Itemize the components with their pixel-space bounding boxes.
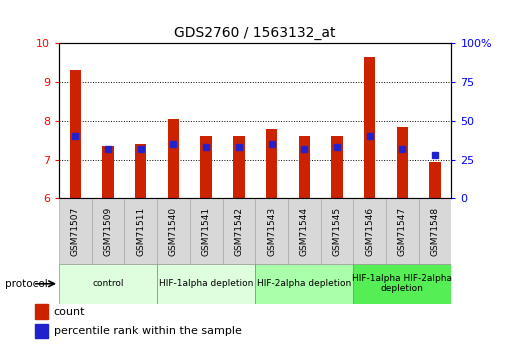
Text: percentile rank within the sample: percentile rank within the sample xyxy=(54,326,242,336)
Text: GSM71548: GSM71548 xyxy=(430,207,440,256)
Bar xyxy=(135,144,147,198)
Text: protocol: protocol xyxy=(5,279,48,289)
Bar xyxy=(59,198,92,264)
Bar xyxy=(429,161,441,198)
Bar xyxy=(299,136,310,198)
Text: HIF-1alpha HIF-2alpha
depletion: HIF-1alpha HIF-2alpha depletion xyxy=(352,274,452,294)
Bar xyxy=(321,198,353,264)
Bar xyxy=(59,264,157,304)
Bar xyxy=(233,136,245,198)
Text: count: count xyxy=(54,307,85,317)
Text: control: control xyxy=(92,279,124,288)
Text: GSM71540: GSM71540 xyxy=(169,207,178,256)
Bar xyxy=(124,198,157,264)
Bar xyxy=(190,198,223,264)
Text: GDS2760 / 1563132_at: GDS2760 / 1563132_at xyxy=(174,26,336,40)
Bar xyxy=(353,264,451,304)
Text: HIF-2alpha depletion: HIF-2alpha depletion xyxy=(257,279,351,288)
Bar xyxy=(201,136,212,198)
Text: GSM71507: GSM71507 xyxy=(71,207,80,256)
Text: GSM71511: GSM71511 xyxy=(136,207,145,256)
Bar xyxy=(70,70,81,198)
Text: GSM71542: GSM71542 xyxy=(234,207,243,256)
Bar xyxy=(157,264,255,304)
Text: GSM71543: GSM71543 xyxy=(267,207,276,256)
Text: GSM71545: GSM71545 xyxy=(332,207,342,256)
Text: GSM71544: GSM71544 xyxy=(300,207,309,256)
Bar xyxy=(331,136,343,198)
Bar xyxy=(266,128,278,198)
Bar xyxy=(288,198,321,264)
Text: GSM71541: GSM71541 xyxy=(202,207,211,256)
Bar xyxy=(353,198,386,264)
Bar xyxy=(168,119,179,198)
Bar xyxy=(92,198,125,264)
Bar xyxy=(419,198,451,264)
Bar xyxy=(397,127,408,198)
Text: GSM71547: GSM71547 xyxy=(398,207,407,256)
Bar xyxy=(223,198,255,264)
Text: GSM71509: GSM71509 xyxy=(104,207,112,256)
Bar xyxy=(102,146,114,198)
Bar xyxy=(255,264,353,304)
Bar xyxy=(35,324,48,338)
Text: HIF-1alpha depletion: HIF-1alpha depletion xyxy=(159,279,253,288)
Bar xyxy=(364,57,376,198)
Bar xyxy=(157,198,190,264)
Bar xyxy=(386,198,419,264)
Bar xyxy=(35,304,48,319)
Text: GSM71546: GSM71546 xyxy=(365,207,374,256)
Bar xyxy=(255,198,288,264)
